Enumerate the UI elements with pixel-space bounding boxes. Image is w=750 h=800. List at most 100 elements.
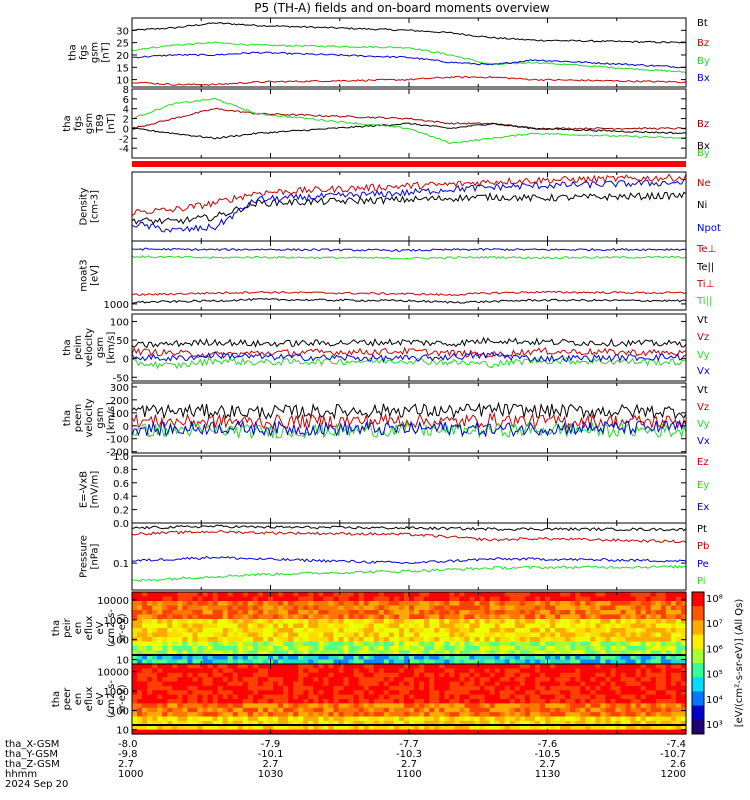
spectrogram-cell: [283, 641, 289, 647]
spectrogram-cell: [479, 596, 486, 602]
spectrogram-cell: [650, 664, 657, 669]
spectrogram-cell: [409, 619, 415, 625]
ephemeris-value: 2.6: [670, 759, 686, 770]
spectrogram-cell: [398, 646, 405, 652]
spectrogram-cell: [222, 720, 229, 726]
spectrogram-cell: [509, 592, 516, 598]
spectrogram-cell: [137, 712, 143, 718]
y-tick-label: 1000: [104, 300, 129, 311]
spectrogram-cell: [142, 712, 148, 718]
spectrogram-cell: [293, 707, 299, 713]
spectrogram-cell: [640, 729, 647, 735]
spectrogram-cell: [655, 614, 662, 620]
spectrogram-cell: [620, 712, 627, 718]
spectrogram-cell: [424, 703, 430, 709]
spectrogram-cell: [388, 729, 395, 735]
spectrogram-cell: [293, 703, 299, 709]
spectrogram-cell: [529, 659, 536, 665]
spectrogram-cell: [419, 729, 425, 735]
spectrogram-cell: [137, 592, 143, 598]
spectrogram-cell: [358, 628, 365, 634]
spectrogram-cell: [419, 720, 425, 726]
spectrogram-cell: [529, 720, 536, 726]
spectrogram-cell: [393, 729, 400, 735]
spectrogram-cell: [414, 641, 420, 647]
spectrogram-cell: [529, 619, 536, 625]
spectrogram-cell: [575, 725, 581, 731]
spectrogram-cell: [358, 677, 365, 683]
spectrogram-cell: [459, 720, 465, 726]
spectrogram-cell: [560, 596, 566, 602]
spectrogram-cell: [192, 729, 199, 735]
spectrogram-cell: [655, 720, 662, 726]
spectrogram-cell: [625, 681, 632, 687]
spectrogram-cell: [212, 694, 219, 700]
spectrogram-cell: [252, 614, 259, 620]
spectrogram-cell: [590, 628, 596, 634]
spectrogram-cell: [494, 725, 501, 731]
spectrogram-cell: [288, 614, 294, 620]
spectrogram-cell: [152, 694, 158, 700]
spectrogram-cell: [278, 707, 284, 713]
legend-entry: Pb: [697, 541, 709, 552]
spectrogram-cell: [247, 712, 254, 718]
spectrogram-cell: [167, 641, 173, 647]
spectrogram-cell: [655, 619, 662, 625]
spectrogram-cell: [308, 601, 314, 607]
spectrogram-cell: [298, 619, 304, 625]
spectrogram-cell: [373, 655, 380, 661]
spectrogram-cell: [529, 610, 536, 616]
spectrogram-cell: [403, 646, 410, 652]
spectrogram-cell: [615, 619, 622, 625]
spectrogram-cell: [147, 637, 153, 643]
spectrogram-cell: [303, 619, 309, 625]
spectrogram-cell: [550, 605, 556, 611]
spectrogram-cell: [333, 614, 340, 620]
spectrogram-cell: [383, 716, 390, 722]
spectrogram-cell: [630, 694, 637, 700]
spectrogram-cell: [262, 677, 269, 683]
spectrogram-cell: [680, 712, 687, 718]
spectrogram-cell: [459, 623, 465, 629]
spectrogram-cell: [610, 623, 617, 629]
spectrogram-cell: [630, 707, 637, 713]
spectrogram-cell: [177, 605, 183, 611]
spectrogram-cell: [665, 699, 672, 704]
y-tick-label: 0.8: [113, 465, 129, 476]
spectrogram-cell: [318, 637, 324, 643]
spectrogram-cell: [444, 614, 450, 620]
spectrogram-cell: [459, 690, 465, 696]
spectrogram-cell: [580, 614, 586, 620]
legend-entry: By: [697, 148, 710, 159]
spectrogram-cell: [575, 729, 581, 735]
spectrogram-cell: [570, 677, 576, 683]
spectrogram-cell: [474, 707, 481, 713]
spectrogram-cell: [519, 703, 526, 709]
spectrogram-cell: [620, 707, 627, 713]
spectrogram-cell: [519, 716, 526, 722]
spectrogram-cell: [262, 610, 269, 616]
spectrogram-cell: [252, 707, 259, 713]
spectrogram-cell: [539, 637, 546, 643]
y-axis-label: [eV]: [90, 265, 101, 286]
spectrogram-cell: [222, 664, 229, 669]
spectrogram-cell: [534, 707, 541, 713]
spectrogram-cell: [247, 610, 254, 616]
spectrogram-cell: [484, 601, 491, 607]
spectrogram-cell: [252, 690, 259, 696]
spectrogram-cell: [605, 646, 612, 652]
spectrogram-cell: [479, 685, 486, 691]
spectrogram-cell: [368, 716, 375, 722]
spectrogram-cell: [237, 637, 244, 643]
spectrogram-cell: [565, 690, 571, 696]
spectrogram-cell: [152, 729, 158, 735]
spectrogram-cell: [358, 646, 365, 652]
spectrogram-cell: [434, 707, 440, 713]
spectrogram-cell: [137, 720, 143, 726]
spectrogram-cell: [298, 677, 304, 683]
spectrogram-cell: [237, 619, 244, 625]
spectrogram-cell: [534, 601, 541, 607]
spectrogram-cell: [232, 685, 239, 691]
spectrogram-cell: [605, 601, 612, 607]
spectrogram-cell: [363, 703, 370, 709]
